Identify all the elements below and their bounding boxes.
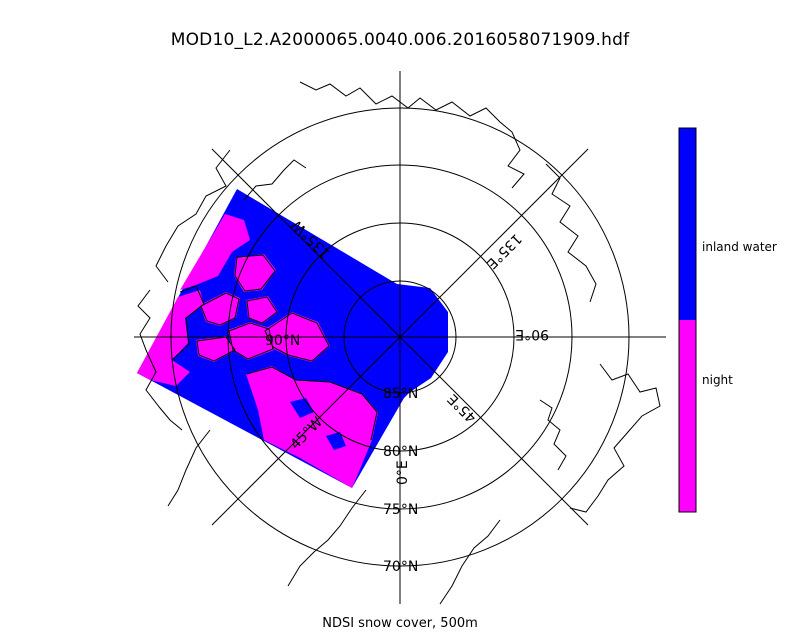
meridian-135e-45w: [211, 148, 589, 526]
data-swath: [137, 189, 448, 488]
coast-northwest: [155, 149, 231, 283]
coast-southwest: [167, 429, 211, 507]
coast-northwest-2: [243, 159, 307, 201]
coastlines: [137, 81, 661, 605]
label-85n: 85°N: [383, 386, 418, 402]
coast-southeast: [439, 519, 501, 605]
colorbar-inland-water: [679, 128, 696, 320]
plot-caption: NDSI snow cover, 500m: [322, 616, 478, 631]
coast-northeast: [545, 163, 597, 303]
label-45e: 45°E: [445, 390, 480, 425]
coast-north: [299, 81, 525, 189]
colorbar-night: [679, 320, 696, 512]
plot-title: MOD10_L2.A2000065.0040.006.2016058071909…: [170, 30, 630, 50]
meridian-lines: [134, 71, 666, 604]
label-90n: 90°N: [265, 333, 300, 349]
swath-water-channels: [214, 372, 346, 450]
legend-label-night: night: [702, 373, 733, 387]
label-0e: 0°E: [395, 460, 411, 485]
label-75n: 75°N: [383, 502, 418, 518]
label-90e: 90°E: [515, 326, 549, 342]
coast-east: [569, 363, 661, 513]
label-135e: 135°E: [483, 230, 524, 271]
colorbar: [678, 127, 697, 513]
label-70n: 70°N: [383, 559, 418, 575]
colorbar-frame: [678, 127, 697, 513]
coast-east-islands: [539, 399, 567, 471]
coast-south: [287, 489, 367, 587]
legend-label-inland-water: inland water: [702, 240, 777, 254]
swath-coastlines: [171, 254, 378, 441]
label-80n: 80°N: [383, 444, 418, 460]
coast-west: [137, 289, 183, 431]
